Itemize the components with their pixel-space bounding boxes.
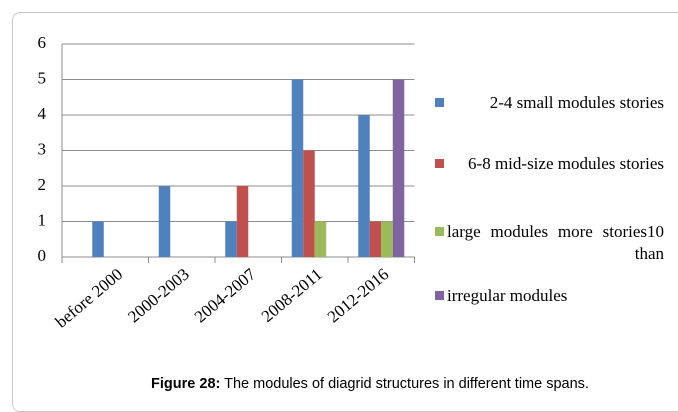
legend-swatch bbox=[435, 98, 444, 107]
page: 0 1 2 3 4 5 6 before 2000 2000-2003 2004-2007 2008… bbox=[0, 12, 678, 412]
x-tick-label: 2008-2011 bbox=[258, 265, 326, 326]
y-tick-label: 5 bbox=[38, 68, 47, 87]
bar bbox=[303, 150, 315, 257]
chart: 0 1 2 3 4 5 6 before 20002000-20032004-20072008… bbox=[38, 33, 415, 332]
y-tick-label: 4 bbox=[38, 104, 47, 123]
legend-label: large modules more stories10 than bbox=[447, 222, 664, 263]
legend-swatch bbox=[435, 159, 444, 168]
y-tick-label: 2 bbox=[38, 175, 47, 194]
legend-label: irregular modules bbox=[447, 286, 568, 305]
x-tick-label: before 2000 bbox=[52, 265, 127, 332]
bar bbox=[236, 186, 249, 257]
bar bbox=[225, 221, 237, 257]
bar bbox=[369, 221, 382, 257]
bar bbox=[158, 186, 171, 257]
legend-label: 2-4 small modules stories bbox=[489, 93, 664, 112]
bar bbox=[392, 79, 405, 257]
y-tick-label: 0 bbox=[38, 246, 47, 265]
y-tick-label: 6 bbox=[38, 33, 47, 52]
legend-swatch bbox=[435, 291, 444, 300]
caption-label: Figure 28: bbox=[151, 376, 221, 392]
caption: Figure 28: The modules of diagrid struct… bbox=[0, 376, 678, 392]
y-tick-label: 1 bbox=[38, 210, 47, 229]
bar bbox=[358, 115, 370, 257]
x-tick-label: 2004-2007 bbox=[191, 264, 260, 326]
legend-item: irregular modules bbox=[432, 285, 664, 307]
x-tick-label: 2012-2016 bbox=[324, 265, 393, 327]
bar bbox=[381, 221, 393, 257]
legend-swatch bbox=[435, 227, 444, 236]
caption-text: The modules of diagrid structures in dif… bbox=[220, 376, 589, 392]
legend-label: 6-8 mid-size modules stories bbox=[468, 154, 664, 173]
bar bbox=[291, 79, 304, 257]
x-tick-label: 2000-2003 bbox=[124, 265, 193, 327]
bar bbox=[92, 221, 104, 257]
bar bbox=[314, 221, 327, 257]
legend-item: 2-4 small modules stories bbox=[432, 92, 664, 114]
legend-item: large modules more stories10 than bbox=[432, 221, 664, 265]
y-tick-label: 3 bbox=[38, 139, 47, 158]
legend-item: 6-8 mid-size modules stories bbox=[432, 153, 664, 175]
